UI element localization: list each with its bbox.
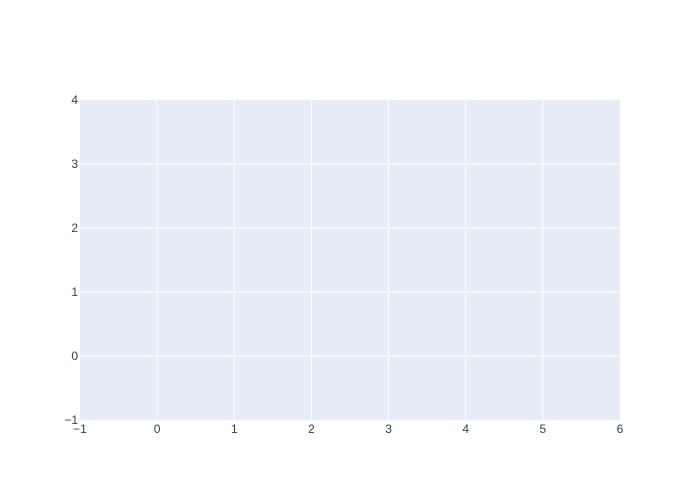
y-tick-label: 1 [71, 285, 78, 299]
y-tick-label: 2 [71, 221, 78, 235]
x-tick-label: 2 [308, 422, 315, 436]
x-tick-label: 6 [617, 422, 624, 436]
x-axis: −1 0 1 2 3 4 5 6 [73, 422, 624, 436]
y-axis: −1 0 1 2 3 4 [64, 93, 78, 427]
x-tick-label: 5 [540, 422, 547, 436]
y-tick-label: 0 [71, 349, 78, 363]
x-tick-label: 0 [154, 422, 161, 436]
x-tick-label: 1 [231, 422, 238, 436]
x-tick-label: −1 [73, 422, 87, 436]
y-tick-label: 4 [71, 93, 78, 107]
y-tick-label: −1 [64, 413, 78, 427]
plot-area [80, 100, 620, 420]
x-tick-label: 3 [385, 422, 392, 436]
grid [80, 100, 620, 420]
y-tick-label: 3 [71, 157, 78, 171]
x-tick-label: 4 [462, 422, 469, 436]
